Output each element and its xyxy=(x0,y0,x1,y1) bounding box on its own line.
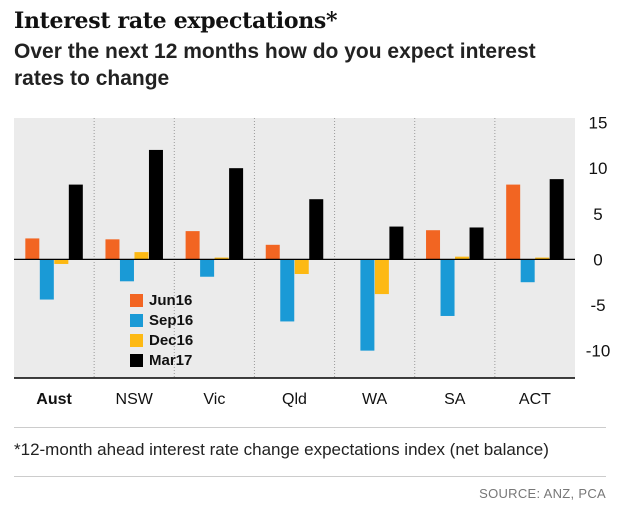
bar-jun16-sa xyxy=(426,230,441,260)
bar-mar17-vic xyxy=(229,168,244,260)
category-label-wa: WA xyxy=(362,391,388,408)
legend-label: Dec16 xyxy=(149,331,194,349)
bar-jun16-nsw xyxy=(105,239,120,260)
category-label-act: ACT xyxy=(519,391,551,408)
legend-item-jun16: Jun16 xyxy=(130,290,193,310)
bar-chart: 15 10 5 0 -5 -10 Aust NSW Vic Qld WA SA ACT xyxy=(14,114,611,408)
bar-dec16-qld xyxy=(294,259,309,274)
legend-swatch xyxy=(130,313,143,327)
category-label-nsw: NSW xyxy=(116,391,154,408)
bar-jun16-aust xyxy=(25,238,40,260)
bar-dec16-sa xyxy=(455,256,470,260)
bar-mar17-nsw xyxy=(148,149,163,260)
legend: Jun16 Sep16 Dec16 Mar17 xyxy=(130,290,193,370)
bar-sep16-vic xyxy=(200,259,215,277)
legend-swatch xyxy=(130,353,143,367)
category-label-qld: Qld xyxy=(282,391,307,408)
bar-mar17-wa xyxy=(389,226,404,260)
legend-item-mar17: Mar17 xyxy=(130,350,193,370)
footnote: *12-month ahead interest rate change exp… xyxy=(14,440,549,459)
bar-sep16-aust xyxy=(39,259,54,300)
y-tick-label: -10 xyxy=(586,342,611,361)
legend-label: Jun16 xyxy=(149,291,193,309)
legend-item-sep16: Sep16 xyxy=(130,310,193,330)
bar-sep16-qld xyxy=(280,259,295,322)
y-tick-label: 15 xyxy=(589,114,608,133)
bar-sep16-nsw xyxy=(119,259,134,282)
bar-dec16-nsw xyxy=(134,252,149,260)
source-credit: SOURCE: ANZ, PCA xyxy=(479,486,606,501)
y-tick-label: 10 xyxy=(589,159,608,178)
legend-swatch xyxy=(130,333,143,347)
bar-dec16-wa xyxy=(374,259,389,295)
bar-mar17-qld xyxy=(309,199,324,260)
chart-title: Interest rate expectations* xyxy=(14,8,338,34)
bar-jun16-vic xyxy=(185,231,200,260)
bar-sep16-sa xyxy=(440,259,455,316)
plot-background xyxy=(14,118,575,378)
bar-dec16-aust xyxy=(54,259,69,264)
legend-label: Sep16 xyxy=(149,311,194,329)
bar-jun16-qld xyxy=(265,244,280,260)
bar-jun16-act xyxy=(506,184,521,260)
legend-swatch xyxy=(130,293,143,307)
category-label-sa: SA xyxy=(444,391,466,408)
bar-dec16-act xyxy=(535,257,550,260)
chart-subtitle: Over the next 12 months how do you expec… xyxy=(14,40,536,90)
footnote-divider xyxy=(14,427,606,428)
source-divider xyxy=(14,476,606,477)
legend-label: Mar17 xyxy=(149,351,193,369)
bar-dec16-vic xyxy=(214,257,229,260)
category-label-vic: Vic xyxy=(203,391,225,408)
bar-sep16-act xyxy=(520,259,535,283)
y-tick-label: 5 xyxy=(593,205,602,224)
bar-sep16-wa xyxy=(360,259,375,351)
category-label-aust: Aust xyxy=(36,391,72,408)
legend-item-dec16: Dec16 xyxy=(130,330,193,350)
bar-mar17-sa xyxy=(469,227,484,260)
bar-mar17-aust xyxy=(68,184,83,260)
bar-mar17-act xyxy=(549,179,564,260)
y-tick-label: 0 xyxy=(593,250,602,269)
y-tick-label: -5 xyxy=(590,296,605,315)
